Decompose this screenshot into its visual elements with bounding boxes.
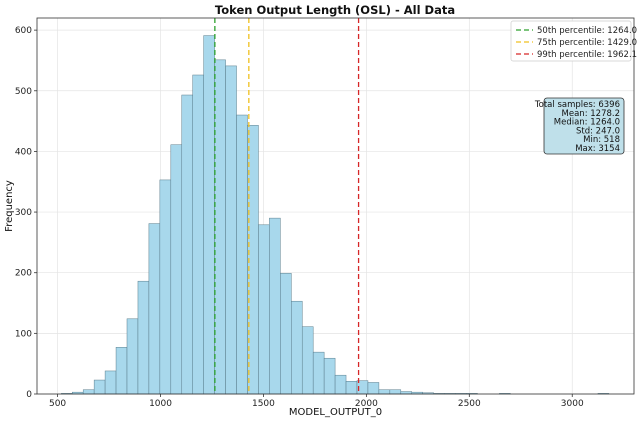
histogram-bar — [115, 347, 128, 395]
histogram-bar — [225, 65, 237, 395]
histogram-bar — [312, 351, 325, 395]
x-tick-label: 1000 — [149, 399, 172, 409]
stats-line: Median: 1264.0 — [554, 118, 620, 128]
grid — [37, 18, 634, 395]
histogram-bar — [323, 357, 336, 395]
x-axis-label: MODEL_OUTPUT_0 — [289, 407, 382, 418]
histogram-bar — [192, 74, 204, 395]
histogram-bar — [126, 318, 139, 395]
legend-entry: 99th percentile: 1962.1 — [537, 50, 637, 60]
histogram-bar — [280, 273, 292, 395]
y-tick-label: 0 — [26, 390, 32, 400]
y-tick-label: 100 — [15, 329, 32, 339]
y-tick-label: 200 — [15, 269, 32, 279]
bars — [61, 35, 610, 395]
y-tick-label: 500 — [15, 87, 32, 97]
chart-title: Token Output Length (OSL) - All Data — [215, 3, 455, 17]
histogram-bar — [104, 370, 117, 395]
y-tick-label: 300 — [15, 208, 32, 218]
stats-line: Max: 3154 — [575, 144, 620, 154]
stats-line: Total samples: 6396 — [534, 100, 620, 110]
histogram-bar — [334, 374, 347, 395]
histogram-bar — [258, 224, 270, 395]
stats-line: Min: 518 — [583, 135, 620, 145]
y-axis-label: Frequency — [4, 180, 15, 232]
x-tick-label: 2500 — [458, 399, 481, 409]
histogram-bar — [148, 223, 161, 395]
y-tick-label: 600 — [15, 26, 32, 36]
histogram-bar — [389, 389, 402, 395]
legend: 50th percentile: 1264.0 75th percentile: … — [510, 20, 637, 62]
histogram-bar — [301, 326, 314, 395]
x-tick-label: 2000 — [355, 399, 378, 409]
axis-ticks: 500 1000 1500 2000 2500 3000 0 100 200 300 400 500 6… — [15, 26, 584, 409]
histogram-bar — [214, 59, 226, 395]
histogram-bar — [137, 280, 150, 395]
histogram-bar — [82, 389, 95, 395]
histogram-bar — [291, 300, 303, 395]
histogram-bar — [378, 389, 391, 395]
histogram-bar — [93, 379, 106, 395]
x-tick-label: 3000 — [561, 399, 584, 409]
histogram-bar — [269, 217, 281, 395]
histogram-bar — [159, 179, 172, 395]
histogram-bar — [236, 114, 248, 395]
percentile-lines — [214, 18, 360, 394]
stats-box-background — [543, 97, 625, 155]
legend-entry: 75th percentile: 1429.0 — [537, 38, 637, 48]
x-tick-label: 1500 — [252, 399, 275, 409]
histogram-bar — [170, 144, 183, 395]
legend-entry: 50th percentile: 1264.0 — [537, 26, 637, 36]
plot-frame — [36, 17, 635, 395]
histogram-bar — [203, 35, 215, 395]
stats-line: Std: 247.0 — [576, 126, 620, 136]
x-tick-label: 500 — [49, 399, 66, 409]
legend-box — [510, 20, 632, 62]
histogram-bar — [345, 381, 358, 395]
histogram-bar — [181, 94, 193, 395]
stats-line: Mean: 1278.2 — [562, 109, 620, 119]
y-tick-label: 400 — [15, 147, 32, 157]
histogram-bar — [367, 382, 380, 395]
